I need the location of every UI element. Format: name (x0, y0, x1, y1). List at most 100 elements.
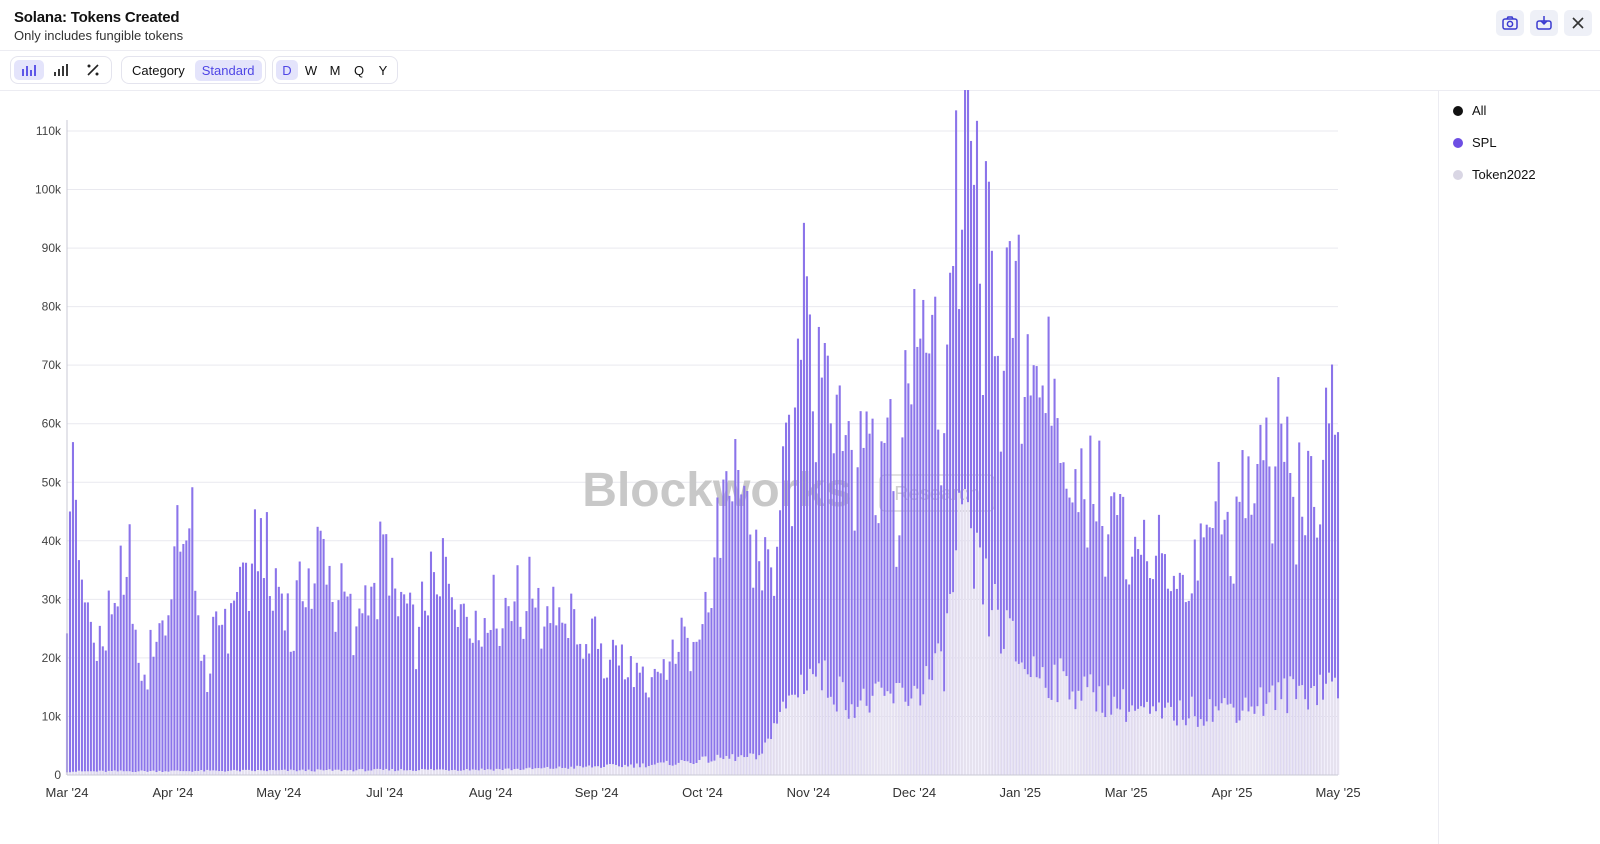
token2022-bar (1157, 702, 1161, 775)
legend-label-spl: SPL (1472, 135, 1497, 150)
token2022-bar (650, 764, 653, 775)
spl-bar (80, 579, 83, 775)
token2022-bar (1259, 687, 1262, 775)
token2022-bar (832, 704, 835, 775)
spl-bar (865, 411, 868, 775)
token2022-bar (758, 755, 761, 775)
spl-bar (429, 551, 433, 775)
token2022-bar (552, 768, 555, 775)
token2022-bar (722, 759, 725, 775)
token2022-bar (429, 769, 433, 775)
spl-bar (814, 462, 817, 775)
period-q[interactable]: Q (353, 62, 365, 78)
legend-item-all[interactable]: All (1453, 103, 1486, 118)
spl-bar (1101, 526, 1104, 775)
spl-bar (1143, 519, 1146, 775)
spl-bar (68, 511, 72, 775)
period-d[interactable]: D (276, 60, 298, 80)
token2022-bar (310, 771, 313, 775)
spl-bar (274, 568, 277, 775)
token2022-bar (349, 769, 352, 775)
spl-bar (868, 433, 871, 775)
spl-bar (346, 596, 349, 775)
spl-bar (782, 446, 785, 775)
token2022-bar (292, 770, 295, 775)
period-m[interactable]: M (329, 62, 341, 78)
token2022-bar (486, 769, 489, 775)
spl-bar (218, 625, 221, 775)
token2022-bar (337, 769, 340, 775)
token2022-bar (495, 768, 498, 775)
token2022-bar (755, 759, 758, 775)
spl-bar (620, 644, 623, 775)
token2022-bar (1223, 698, 1226, 775)
y-tick-label: 30k (42, 592, 62, 606)
token2022-bar (164, 771, 167, 775)
page-title: Solana: Tokens Created (14, 9, 180, 26)
spl-bar (1050, 425, 1053, 775)
token2022-bar (940, 651, 943, 775)
token2022-bar (856, 706, 859, 775)
close-button[interactable] (1564, 10, 1592, 36)
token2022-bar (256, 770, 259, 775)
token2022-bar (74, 771, 77, 775)
token2022-bar (1005, 610, 1008, 775)
spl-bar (188, 528, 191, 775)
token2022-bar (865, 705, 868, 775)
token2022-bar (620, 767, 623, 775)
token2022-bar (802, 694, 805, 775)
chart-type-stacked[interactable] (46, 60, 76, 80)
token2022-bar (1050, 699, 1053, 775)
token2022-bar (1253, 713, 1256, 775)
spl-bar (1011, 337, 1014, 775)
token2022-bar (632, 767, 635, 775)
chart-type-bar[interactable] (14, 60, 44, 80)
legend-item-spl[interactable]: SPL (1453, 135, 1497, 150)
spl-bar (984, 161, 987, 775)
download-image-button[interactable] (1530, 10, 1558, 36)
spl-bar (1247, 456, 1250, 775)
spl-bar (397, 616, 400, 775)
token2022-bar (397, 770, 400, 775)
spl-bar (1029, 395, 1032, 775)
token2022-bar (391, 769, 394, 775)
spl-bar (755, 529, 758, 775)
period-w[interactable]: W (304, 62, 318, 78)
token2022-bar (770, 739, 773, 775)
token2022-bar (295, 771, 298, 775)
spl-bar (495, 628, 498, 775)
category-select[interactable]: Standard (194, 59, 262, 81)
chart-type-percent[interactable] (78, 60, 108, 80)
token2022-bar (600, 767, 603, 775)
spl-bar (423, 610, 427, 775)
token2022-bar (412, 770, 415, 775)
token2022-bar (1044, 687, 1047, 775)
token2022-bar (268, 770, 271, 775)
token2022-bar (331, 770, 334, 775)
token2022-bar (588, 765, 591, 775)
spl-bar (259, 518, 262, 775)
spl-bar (1202, 537, 1205, 775)
spl-bar (844, 435, 847, 775)
spl-bar (802, 222, 805, 776)
period-y[interactable]: Y (378, 62, 388, 78)
spl-bar (1304, 535, 1307, 775)
spl-bar (1265, 417, 1268, 775)
screenshot-button[interactable] (1496, 10, 1524, 36)
spl-bar (1146, 561, 1149, 775)
spl-bar (227, 653, 230, 775)
token2022-bar (1181, 719, 1184, 775)
spl-bar (603, 678, 606, 775)
token2022-bar (752, 753, 755, 775)
token2022-bar (346, 770, 349, 775)
token2022-bar (782, 701, 785, 775)
legend-item-token2022[interactable]: Token2022 (1453, 167, 1536, 182)
spl-bar (209, 673, 212, 775)
spl-bar (823, 343, 826, 775)
stacked-bar-chart-icon (54, 64, 68, 76)
token2022-bar (1146, 701, 1149, 775)
token2022-bar (421, 769, 424, 775)
spl-bar (656, 671, 659, 775)
spl-bar (871, 418, 874, 775)
spl-bar (534, 607, 537, 775)
